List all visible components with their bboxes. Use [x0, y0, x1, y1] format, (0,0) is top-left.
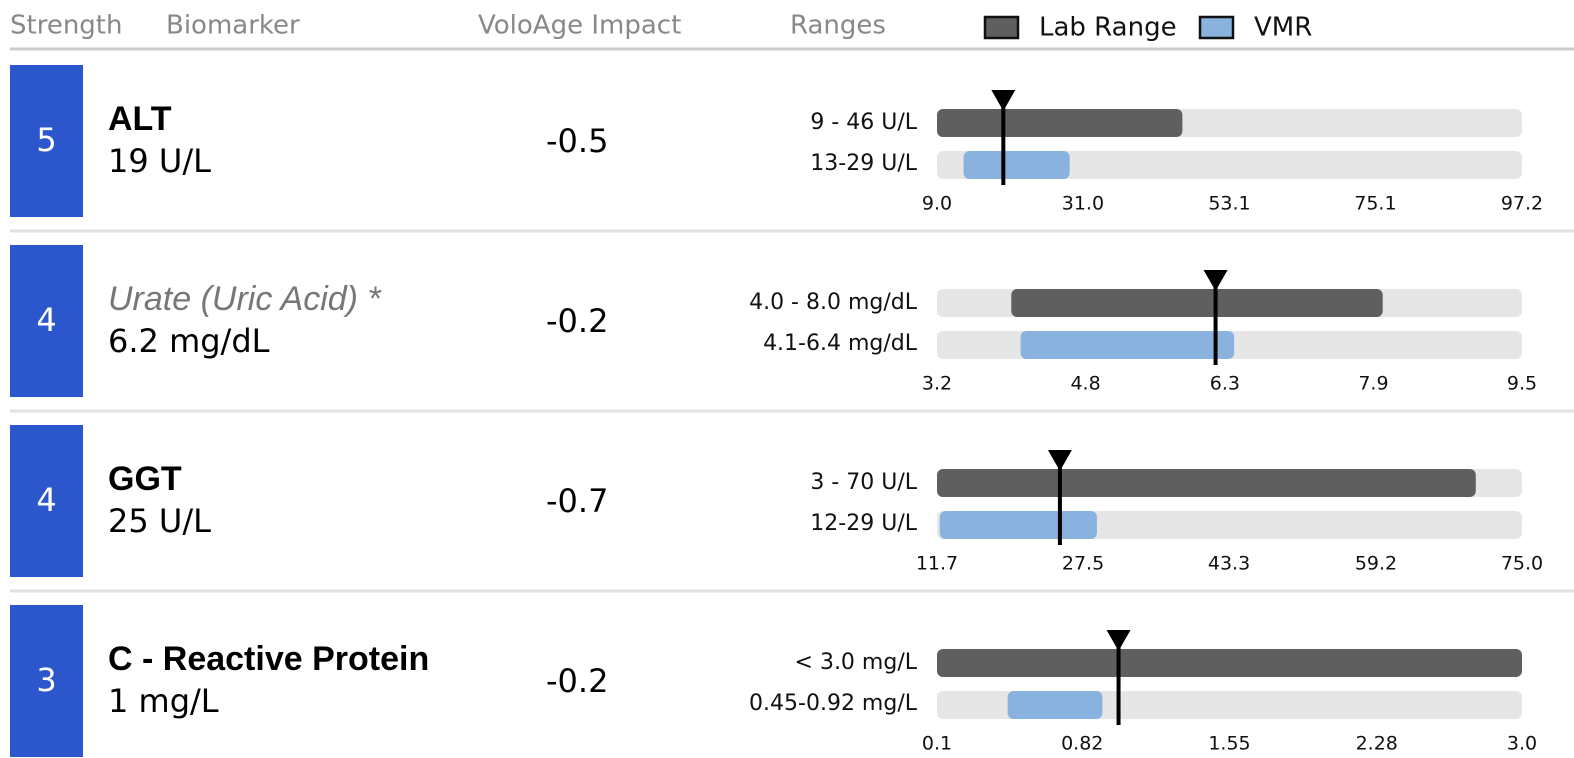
vmr-range-label: 4.1-6.4 mg/dL: [763, 331, 918, 356]
tick-label: 7.9: [1358, 373, 1388, 395]
strength-badge: [10, 65, 83, 217]
impact-value: -0.7: [546, 482, 608, 520]
tick-label: 59.2: [1355, 553, 1397, 575]
lab-range-label: 9 - 46 U/L: [810, 110, 917, 135]
tick-label: 9.0: [922, 193, 952, 215]
value-marker: [991, 90, 1016, 185]
tick-label: 4.8: [1070, 373, 1100, 395]
strength-value: 4: [36, 481, 56, 519]
tick-label: 3.2: [922, 373, 952, 395]
tick-label: 31.0: [1062, 193, 1104, 215]
legend-swatch: [1198, 15, 1235, 40]
vmr-range-bar: [1020, 331, 1235, 359]
legend-swatch: [983, 15, 1020, 40]
strength-value: 4: [36, 301, 56, 339]
vmr-range-bar: [939, 511, 1097, 539]
biomarker-value: 6.2 mg/dL: [108, 322, 270, 360]
lab-range-bar: [1011, 289, 1383, 317]
biomarker-value: 19 U/L: [108, 142, 211, 180]
strength-badge: [10, 245, 83, 397]
lab-range-label: 4.0 - 8.0 mg/dL: [749, 290, 918, 315]
range-track: [937, 151, 1522, 179]
biomarker-name: Urate (Uric Acid) *: [108, 280, 382, 318]
tick-label: 9.5: [1507, 373, 1537, 395]
biomarker-value: 25 U/L: [108, 502, 211, 540]
tick-label: 27.5: [1062, 553, 1104, 575]
vmr-range-bar: [1007, 691, 1103, 719]
tick-label: 0.82: [1061, 733, 1103, 755]
header-impact: VoloAge Impact: [478, 11, 681, 41]
marker-head: [1203, 270, 1228, 291]
vmr-range-label: 12-29 U/L: [810, 511, 917, 536]
tick-label: 3.0: [1507, 733, 1537, 755]
impact-value: -0.5: [546, 122, 608, 160]
lab-range-label: 3 - 70 U/L: [810, 470, 917, 495]
vmr-range-bar: [963, 151, 1070, 179]
lab-range-bar: [937, 649, 1522, 677]
lab-range-bar: [937, 469, 1476, 497]
lab-range-label: < 3.0 mg/L: [795, 650, 918, 675]
header-biomarker: Biomarker: [166, 11, 300, 41]
tick-label: 11.7: [916, 553, 958, 575]
impact-value: -0.2: [546, 662, 608, 700]
strength-badge: [10, 425, 83, 577]
marker-head: [1047, 450, 1072, 471]
lab-range-bar: [937, 109, 1183, 137]
value-marker: [1047, 450, 1072, 545]
strength-badge: [10, 605, 83, 757]
legend-label: Lab Range: [1039, 13, 1177, 43]
vmr-range-label: 0.45-0.92 mg/L: [749, 691, 918, 716]
strength-value: 5: [36, 121, 56, 159]
tick-label: 75.0: [1501, 553, 1543, 575]
biomarker-name: C - Reactive Protein: [108, 640, 429, 678]
marker-head: [991, 90, 1016, 111]
vmr-range-label: 13-29 U/L: [810, 151, 917, 176]
tick-label: 6.3: [1210, 373, 1240, 395]
value-marker: [1203, 270, 1228, 365]
tick-label: 1.55: [1208, 733, 1250, 755]
tick-label: 75.1: [1354, 193, 1396, 215]
tick-label: 2.28: [1356, 733, 1398, 755]
biomarker-name: GGT: [108, 460, 182, 498]
value-marker: [1106, 630, 1131, 725]
marker-head: [1106, 630, 1131, 651]
impact-value: -0.2: [546, 302, 608, 340]
header-strength: Strength: [10, 11, 122, 41]
legend-label: VMR: [1254, 13, 1312, 43]
biomarker-name: ALT: [108, 100, 172, 138]
biomarker-value: 1 mg/L: [108, 682, 219, 720]
header-ranges: Ranges: [790, 11, 886, 41]
strength-value: 3: [36, 661, 56, 699]
tick-label: 97.2: [1501, 193, 1543, 215]
tick-label: 0.1: [922, 733, 952, 755]
tick-label: 43.3: [1208, 553, 1250, 575]
tick-label: 53.1: [1208, 193, 1250, 215]
